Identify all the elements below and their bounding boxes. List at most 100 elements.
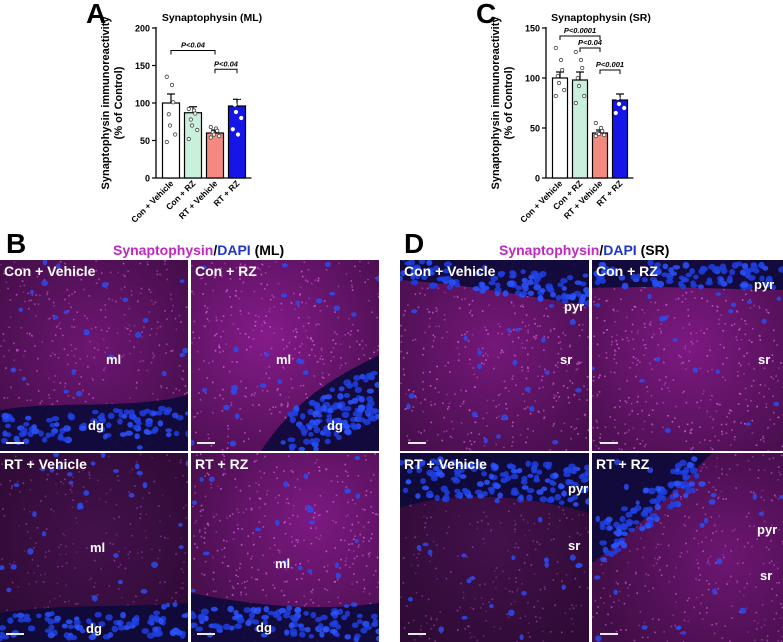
signal-speckle [108,298,110,300]
signal-speckle [353,538,355,541]
dapi-nucleus [496,434,501,439]
signal-speckle [630,330,633,333]
dapi-nucleus [410,279,419,286]
signal-speckle [314,504,316,506]
signal-speckle [277,549,280,552]
signal-speckle [559,341,562,344]
signal-speckle [407,304,409,306]
signal-speckle [262,526,265,528]
signal-speckle [31,558,34,561]
signal-speckle [200,410,202,413]
signal-speckle [250,507,253,510]
signal-speckle [680,362,683,365]
dapi-nucleus [152,631,161,638]
signal-speckle [645,573,647,575]
dapi-nucleus [161,603,167,610]
signal-speckle [320,349,323,352]
signal-speckle [779,473,782,476]
signal-speckle [323,566,326,568]
dapi-nucleus [574,280,582,286]
signal-speckle [634,571,637,574]
signal-speckle [292,514,294,517]
signal-speckle [566,517,568,519]
signal-speckle [464,346,467,348]
signal-speckle [710,539,713,542]
dapi-nucleus [779,495,783,499]
signal-speckle [465,447,468,450]
dapi-nucleus [201,265,207,270]
signal-speckle [581,329,584,331]
signal-speckle [527,367,529,370]
signal-speckle [221,561,224,564]
signal-speckle [370,491,372,494]
signal-speckle [542,386,545,388]
signal-speckle [115,504,118,506]
signal-speckle [31,461,33,464]
dapi-nucleus [681,631,687,635]
signal-speckle [596,421,598,423]
signal-speckle [566,363,569,366]
signal-speckle [258,521,261,523]
signal-speckle [321,376,324,379]
signal-speckle [127,603,129,606]
dapi-nucleus [566,479,574,485]
dapi-nucleus [413,264,421,271]
dapi-nucleus [280,293,288,298]
signal-speckle [133,324,136,327]
signal-speckle [453,295,456,298]
dapi-nucleus [595,303,601,308]
signal-speckle [222,315,225,317]
signal-speckle [185,504,187,507]
dapi-nucleus [726,277,733,284]
signal-speckle [108,455,110,458]
signal-speckle [328,373,330,376]
dapi-nucleus [31,424,37,429]
signal-speckle [515,581,517,583]
signal-speckle [463,333,466,336]
signal-speckle [367,278,369,281]
dapi-nucleus [147,619,155,625]
signal-speckle [109,271,112,274]
signal-speckle [558,396,561,398]
signal-speckle [318,323,320,326]
signal-speckle [477,348,480,350]
signal-speckle [584,414,586,417]
dapi-nucleus [308,431,314,437]
signal-speckle [412,390,415,393]
signal-speckle [618,405,621,408]
signal-speckle [514,523,517,526]
signal-speckle [288,341,291,344]
signal-speckle [400,341,403,343]
dapi-nucleus [758,511,764,516]
signal-speckle [159,549,161,552]
signal-speckle [123,286,126,288]
dapi-nucleus [488,280,496,286]
micrograph-rt-vehicle-ml: RT + Vehicle ml dg [0,453,188,642]
signal-speckle [759,359,761,362]
signal-speckle [237,582,239,585]
signal-speckle [643,546,645,549]
signal-speckle [572,607,575,610]
signal-speckle [771,354,774,356]
signal-speckle [476,639,479,642]
data-point [211,132,217,137]
signal-speckle [36,370,38,372]
signal-speckle [22,291,25,294]
signal-speckle [598,391,601,393]
signal-speckle [696,503,698,506]
dapi-nucleus [54,615,62,621]
signal-speckle [505,403,507,405]
signal-speckle [575,309,577,311]
dapi-nucleus [314,405,322,411]
signal-speckle [323,300,326,302]
signal-speckle [746,352,748,355]
signal-speckle [113,517,115,520]
signal-speckle [593,300,595,303]
signal-speckle [153,480,156,483]
signal-speckle [240,290,243,293]
dapi-nucleus [83,329,90,336]
signal-speckle [526,295,529,298]
signal-speckle [771,588,774,590]
signal-speckle [59,322,61,324]
dapi-nucleus [203,551,210,556]
